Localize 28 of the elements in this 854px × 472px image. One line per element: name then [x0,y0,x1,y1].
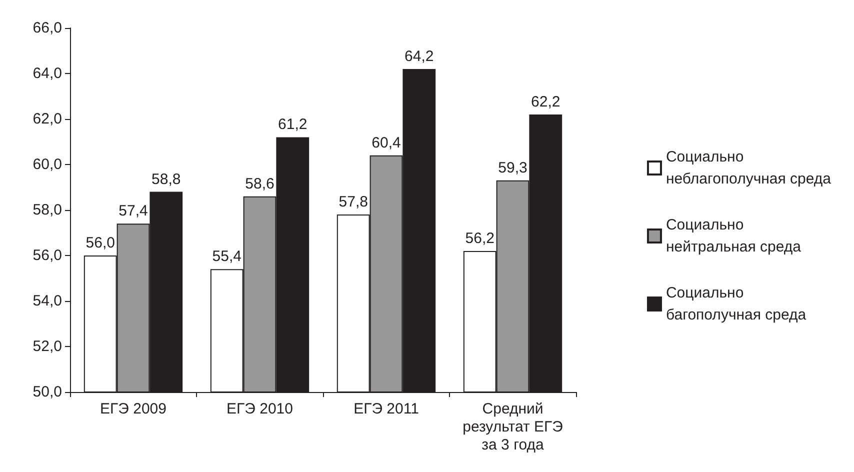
data-label: 61,2 [278,116,308,134]
data-label: 57,4 [118,202,148,220]
data-label: 58,8 [152,170,181,188]
legend-label: Социально неблагополучная среда [666,148,832,188]
data-label: 55,4 [212,248,242,266]
y-tick-label: 58,0 [32,202,62,218]
y-tick-label: 56,0 [32,247,62,264]
y-tick-label: 66,0 [32,20,62,36]
x-tick-label: Средний результат ЕГЭ за 3 года [462,400,564,454]
data-label: 56,2 [465,230,494,247]
legend-label: Социально нейтральная среда [666,216,802,256]
x-tick-label: ЕГЭ 2011 [354,400,419,418]
data-label: 62,2 [531,93,560,110]
legend-label: Социально багополучная среда [666,284,807,324]
y-tick-label: 64,0 [32,65,62,82]
data-label: 60,4 [372,134,401,152]
data-label: 56,0 [86,234,115,252]
data-label: 59,3 [498,159,528,176]
data-label: 58,6 [245,175,274,192]
y-tick-label: 50,0 [32,384,62,400]
x-tick-label: ЕГЭ 2010 [226,400,293,418]
y-tick-label: 54,0 [32,292,62,310]
y-tick-label: 60,0 [32,156,62,173]
y-tick-label: 62,0 [32,110,62,128]
y-tick-label: 52,0 [32,338,62,355]
data-label: 57,8 [338,194,368,211]
data-label: 64,2 [404,48,434,65]
x-tick-label: ЕГЭ 2009 [100,400,166,418]
